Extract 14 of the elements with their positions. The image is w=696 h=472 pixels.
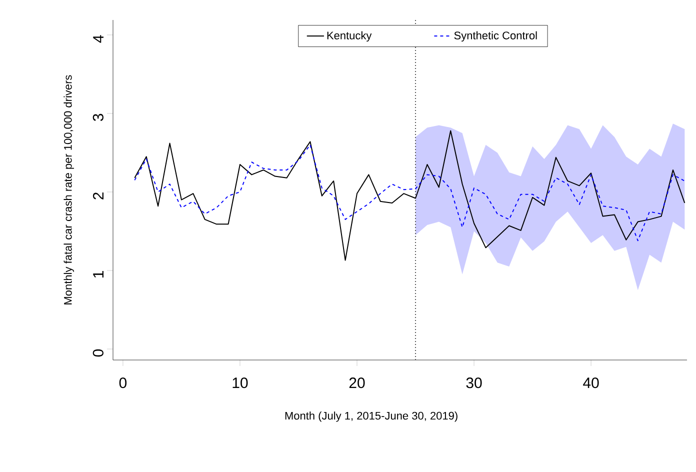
x-tick-label: 20	[349, 378, 365, 388]
x-tick-label: 10	[232, 378, 248, 388]
y-tick-label: 0	[92, 349, 104, 357]
y-tick-label: 1	[93, 271, 104, 278]
y-axis-title: Monthly fatal car crash rate per 100,000 drivers	[64, 75, 74, 304]
x-axis-title: Month (July 1, 2015-June 30, 2019)	[285, 412, 458, 422]
y-tick-label: 2	[92, 192, 104, 200]
x-tick-label: 30	[466, 378, 482, 388]
legend-label: Synthetic Control	[454, 31, 537, 42]
legend-label: Kentucky	[327, 31, 372, 42]
x-tick-label: 40	[583, 378, 599, 388]
x-tick-label: 0	[119, 378, 127, 388]
y-tick-label: 3	[92, 114, 104, 122]
y-tick-label: 4	[93, 35, 104, 43]
